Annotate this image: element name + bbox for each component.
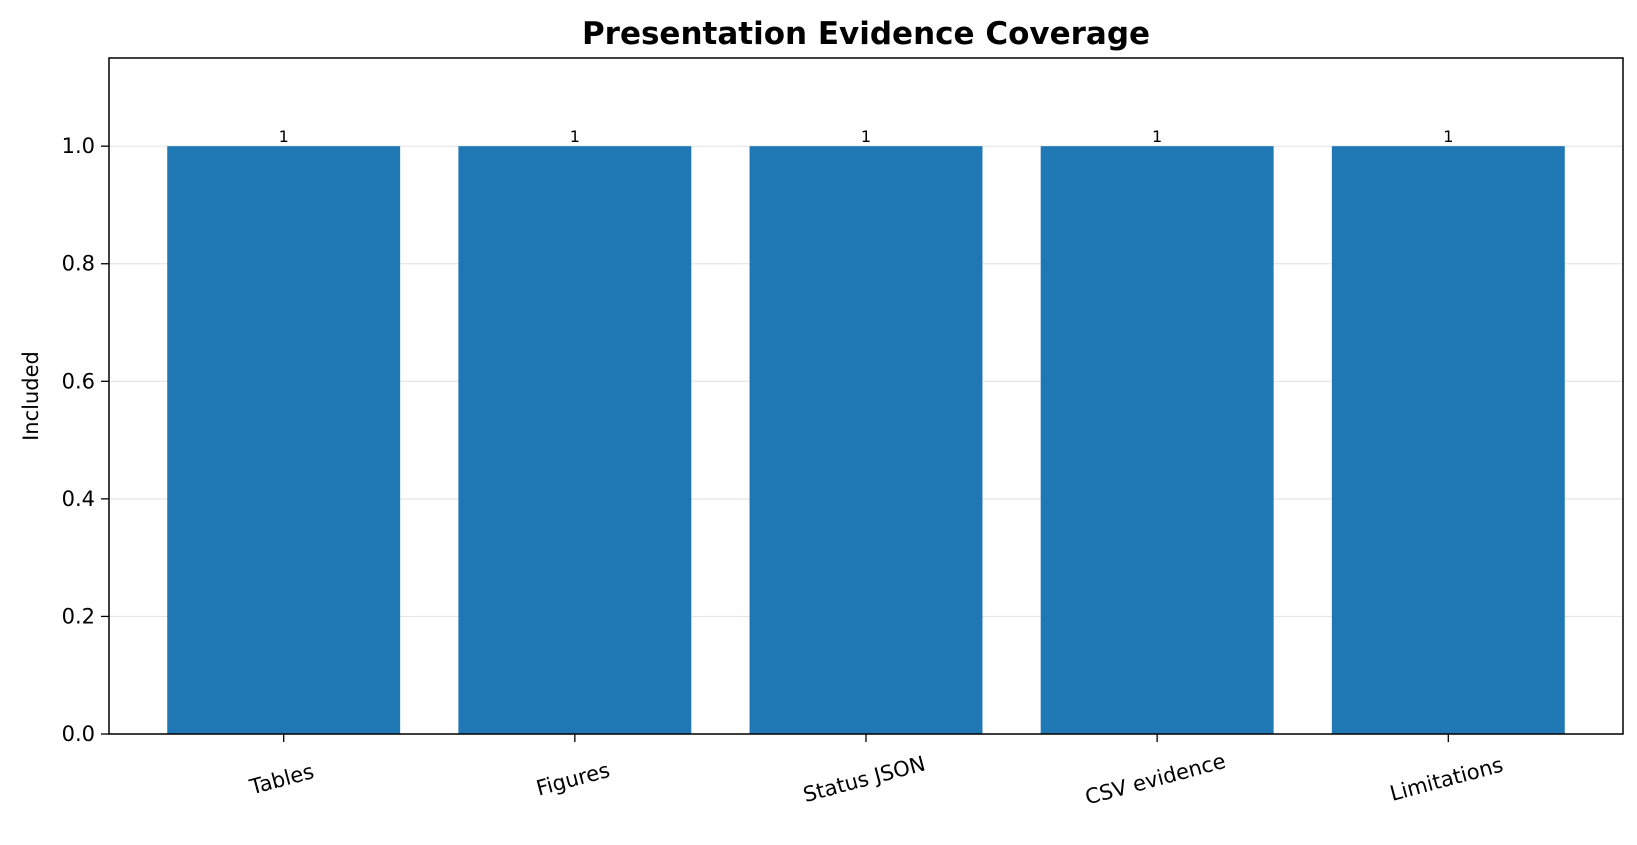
data-label: 1: [279, 127, 289, 146]
y-tick-label: 0.0: [62, 722, 95, 746]
chart-title: Presentation Evidence Coverage: [582, 16, 1150, 52]
data-labels: 1 1 1 1 1: [279, 127, 1454, 146]
y-tick-label: 0.8: [62, 252, 95, 276]
bar: [458, 146, 692, 734]
data-label: 1: [570, 127, 580, 146]
bar: [1331, 146, 1565, 734]
y-tick-label: 0.6: [62, 369, 95, 393]
y-tick-label: 1.0: [62, 134, 95, 158]
bar: [1040, 146, 1274, 734]
bars: [167, 146, 1565, 734]
bar: [749, 146, 983, 734]
y-tick-label: 0.4: [62, 487, 95, 511]
data-label: 1: [1152, 127, 1162, 146]
bar: [167, 146, 401, 734]
data-label: 1: [1443, 127, 1453, 146]
y-axis-label: Included: [19, 351, 43, 441]
data-label: 1: [861, 127, 871, 146]
y-axis-ticks: 0.0 0.2 0.4 0.6 0.8 1.0: [62, 134, 109, 746]
y-tick-label: 0.2: [62, 604, 95, 628]
